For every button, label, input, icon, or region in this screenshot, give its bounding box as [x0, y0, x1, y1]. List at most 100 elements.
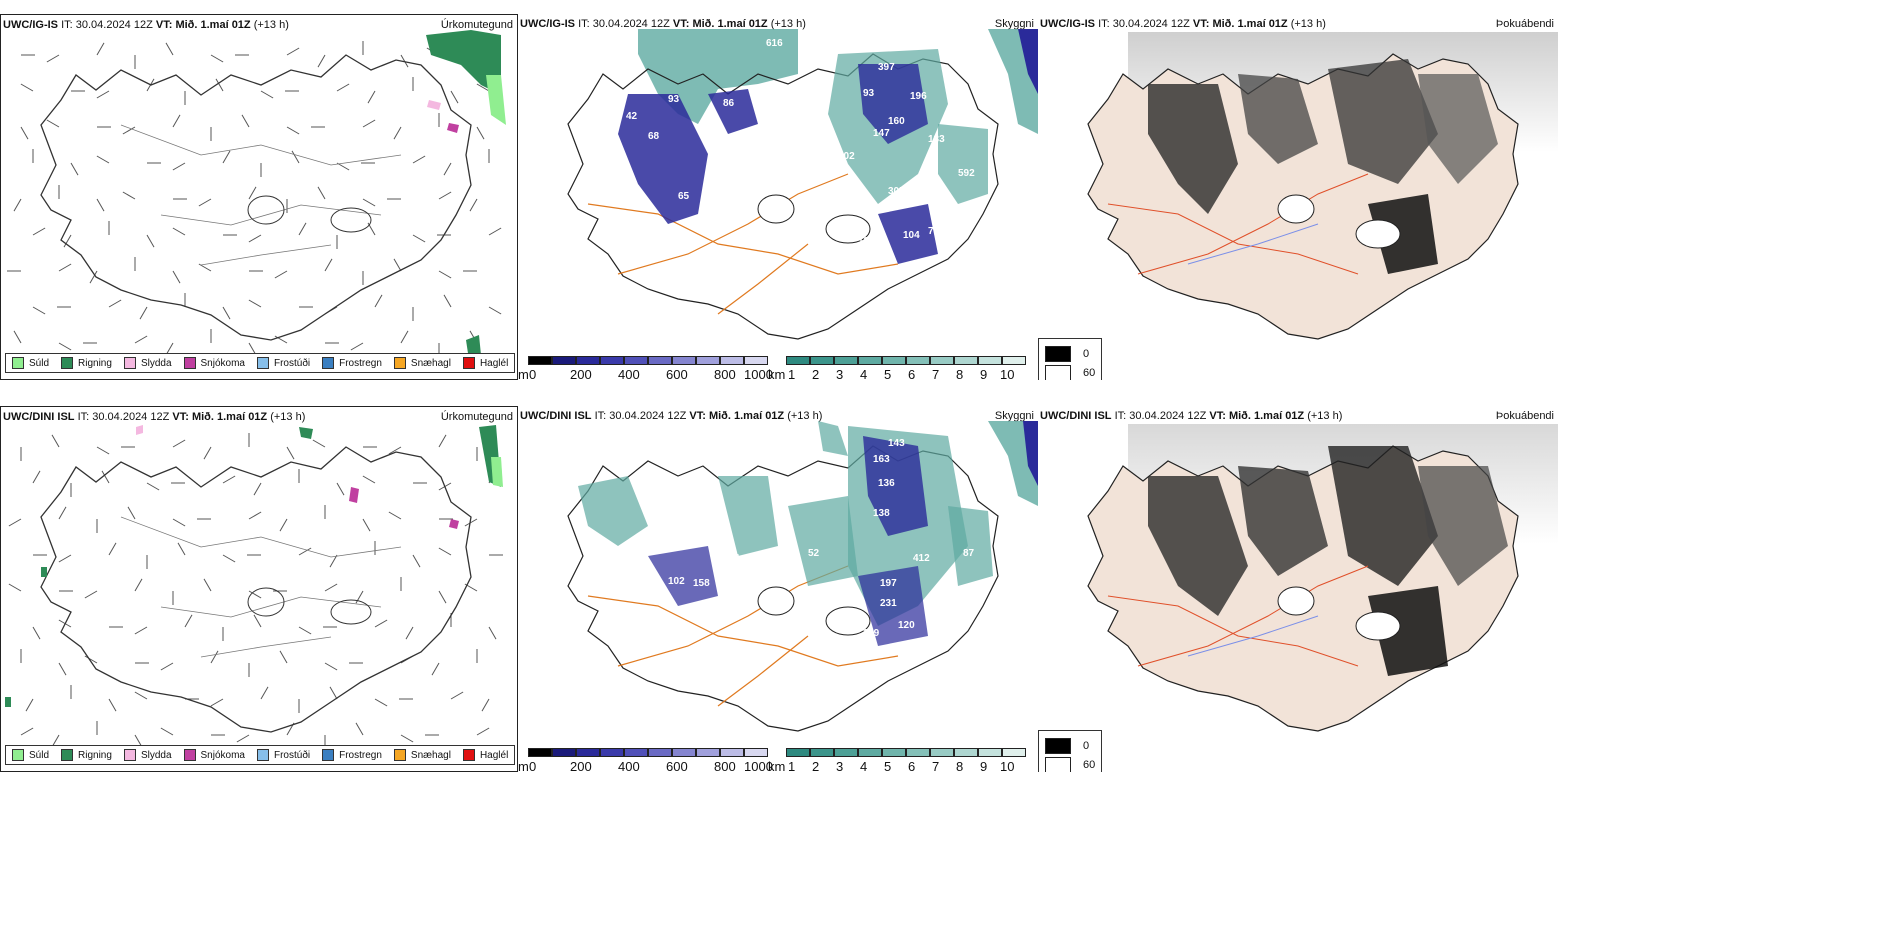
legend-swatch [61, 357, 74, 369]
cloud-base-label: 93 [863, 88, 875, 99]
colorbar-tick: 6 [908, 759, 916, 772]
colorbar-segment [930, 356, 954, 365]
colorbar-tick: 8 [956, 367, 964, 380]
wind-barb [58, 263, 72, 272]
colorbar-tick: 0 [529, 367, 537, 380]
legend-swatch [393, 749, 406, 761]
wind-barb [248, 299, 262, 308]
wind-barb [70, 162, 79, 176]
wind-barb [317, 186, 326, 200]
colorbar-segment [834, 356, 858, 365]
wind-barb [324, 662, 338, 671]
wind-barb [488, 306, 502, 315]
precip-legend: Súld Rigning Slydda Snjókoma Frostúði Fr… [5, 353, 516, 373]
wind-barb [374, 294, 383, 308]
colorbar-tick: 1000 [744, 759, 773, 772]
wind-barb [25, 698, 34, 712]
colorbar-segment [978, 356, 1002, 365]
wind-barb [476, 126, 485, 140]
wind-barb [438, 191, 452, 200]
iceland-map-precip [5, 425, 503, 749]
wind-barb [298, 222, 307, 236]
precip-type-panel-top: UWC/IG-IS IT: 30.04.2024 12Z VT: Mið. 1.… [0, 14, 518, 380]
wind-barb [172, 439, 186, 448]
wind-barb [274, 270, 288, 279]
wind-barb [172, 227, 186, 236]
wind-barb [32, 227, 46, 236]
cloud-base-label: 77 [928, 226, 940, 237]
legend-swatch [256, 749, 269, 761]
cloud-visibility-panel-top: UWC/IG-IS IT: 30.04.2024 12Z VT: Mið. 1.… [518, 14, 1038, 380]
colorbar-segment [810, 748, 834, 757]
wind-barb [172, 270, 181, 284]
wind-barb [172, 114, 181, 128]
wind-barb [58, 554, 72, 563]
wind-barb [172, 162, 186, 171]
wind-barb [253, 482, 262, 496]
wind-barb [177, 542, 186, 556]
fog-legend: 0 60 [1038, 338, 1103, 380]
cloud-base-label: 42 [626, 111, 638, 122]
colorbar-segment [552, 356, 576, 365]
colorbar-tick: 10 [1000, 367, 1015, 380]
wind-barb [198, 263, 212, 272]
colorbar-segment [672, 748, 696, 757]
wind-barb [58, 506, 67, 520]
cloud-base-label: 143 [888, 438, 905, 449]
wind-barb [248, 590, 262, 599]
legend-swatch [322, 357, 335, 369]
cloud-base-label: 119 [863, 628, 880, 639]
wind-barb [248, 186, 257, 200]
colorbar-tick: 5 [884, 367, 892, 380]
legend-swatch [322, 749, 335, 761]
legend-swatch [123, 749, 136, 761]
wind-barb [8, 518, 22, 527]
wind-barb [279, 650, 288, 664]
wind-barb [260, 686, 269, 700]
fog-index-panel-top: UWC/IG-IS IT: 30.04.2024 12Z VT: Mið. 1.… [1038, 14, 1900, 380]
cloud-base-label: 133 [928, 134, 945, 145]
wind-barb [476, 83, 490, 92]
colorbar-unit: km [768, 367, 786, 380]
cloud-base-label: 93 [668, 94, 680, 105]
panel-header: UWC/DINI ISL IT: 30.04.2024 12Z VT: Mið.… [520, 410, 823, 422]
cloud-base-label: 197 [880, 578, 897, 589]
legend-item: Frostúði [256, 357, 310, 369]
wind-barb [488, 626, 497, 640]
wind-barb [329, 554, 338, 568]
legend-swatch [462, 749, 475, 761]
cloud-base-label: 231 [880, 598, 897, 609]
legend-item: Súld [12, 749, 49, 761]
wind-barb [96, 42, 105, 56]
legend-item: Haglél [462, 357, 508, 369]
wind-barb [108, 542, 117, 556]
wind-barb [274, 335, 288, 344]
wind-barb [20, 126, 29, 140]
cloud-base-label: 196 [910, 91, 927, 102]
wind-barb [96, 90, 110, 99]
panel-title: Þokuábendi [1495, 18, 1554, 30]
colorbar-segment [1002, 748, 1026, 757]
colorbar-segment [528, 748, 552, 757]
precip-type-panel-bottom: UWC/DINI ISL IT: 30.04.2024 12Z VT: Mið.… [0, 406, 518, 772]
colorbar-segment [834, 748, 858, 757]
cloud-base-label: 68 [648, 131, 660, 142]
cloud-base-label: 120 [898, 620, 915, 631]
cloud-base-label: 86 [723, 98, 735, 109]
colorbar-segment [528, 356, 552, 365]
wind-barb [63, 234, 72, 248]
legend-swatch [256, 357, 269, 369]
colorbar-segment [648, 748, 672, 757]
cloud-base-label: 104 [658, 486, 675, 497]
wind-barb [362, 119, 376, 128]
wind-barb [20, 83, 34, 92]
iceland-map-fog [1087, 424, 1558, 732]
colorbar-segment [744, 748, 768, 757]
wind-barb [210, 54, 224, 63]
wind-barb [388, 511, 402, 520]
wind-barb [222, 554, 236, 563]
colorbar-segment [720, 748, 744, 757]
colorbar-segment [906, 356, 930, 365]
cloud-base-label: 138 [873, 508, 890, 519]
wind-barb [32, 306, 46, 315]
